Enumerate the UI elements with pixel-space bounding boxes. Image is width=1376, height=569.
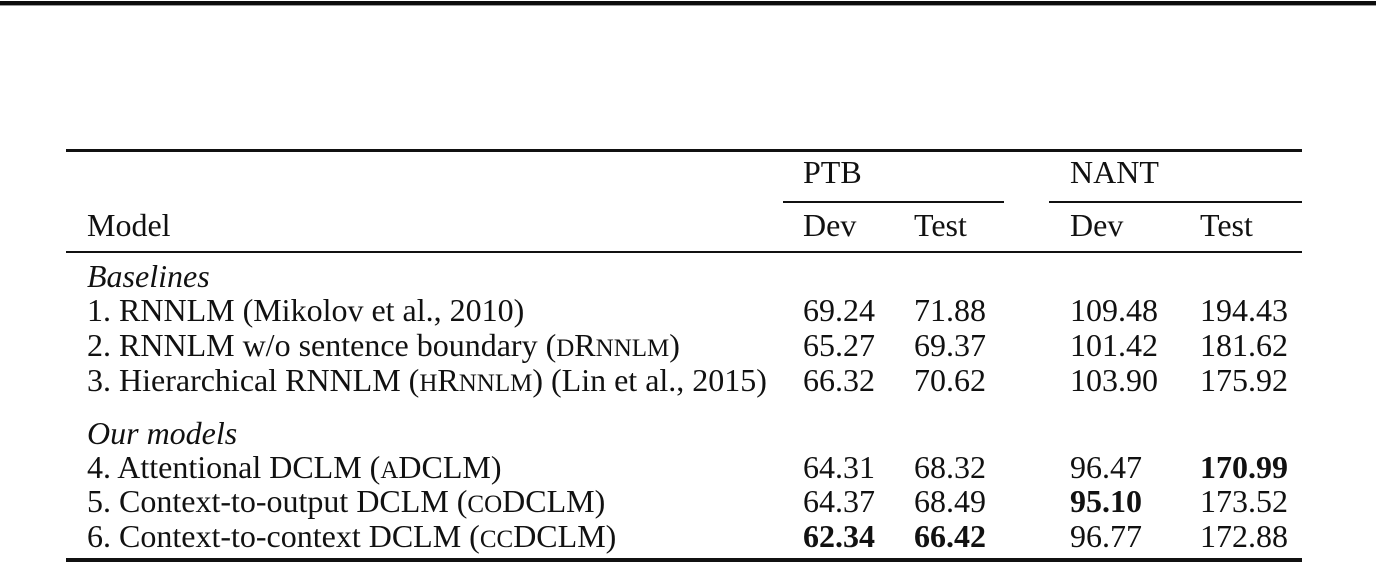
column-header-row: Model Dev Test Dev Test [0,209,1376,244]
page-top-border [0,1,1376,6]
ptb-dev-value: 69.24 [803,292,875,328]
nant-dev-value: 103.90 [1070,362,1158,398]
section-title: Our models [87,415,238,451]
section-header-our-models: Our models [0,417,1376,452]
model-label-mid: DCLM [502,483,595,519]
model-label: 6. Context-to-context DCLM ( [87,518,480,554]
nant-dev-value: 101.42 [1070,327,1158,363]
ptb-test-value: 68.49 [914,483,986,519]
table-row: 2. RNNLM w/o sentence boundary (DRNNLM) … [0,329,1376,364]
model-label-end: ) [669,327,680,363]
section-title: Baselines [87,258,210,294]
table-bottom-rule [66,558,1302,562]
group-label-ptb: PTB [803,154,862,190]
nant-test-value: 181.62 [1200,327,1288,363]
table-header-rule [66,251,1302,253]
ptb-dev-value: 64.37 [803,483,875,519]
column-group-header-row: PTB NANT [0,156,1376,191]
model-label-end: ) [594,483,606,519]
ptb-test-value: 71.88 [914,292,986,328]
ptb-test-value: 68.32 [914,449,986,485]
nant-dev-value-best: 95.10 [1070,483,1142,519]
model-label: 4. Attentional DCLM ( [87,449,381,485]
nant-test-value: 172.88 [1200,518,1288,554]
model-label-mid: R [437,362,459,398]
ptb-dev-value-best: 62.34 [803,518,875,554]
section-header-baselines: Baselines [0,260,1376,295]
model-smallcaps: A [380,457,399,484]
nant-test-value: 173.52 [1200,483,1288,519]
table-row: 3. Hierarchical RNNLM (HRNNLM) (Lin et a… [0,364,1376,399]
nant-group-underline [1049,201,1302,203]
model-smallcaps: NNLM [458,370,533,397]
nant-test-value-best: 170.99 [1200,449,1288,485]
model-label: 2. RNNLM w/o sentence boundary ( [87,327,557,363]
model-label-end: ) (Lin et al., 2015) [532,362,767,398]
ptb-test-value: 70.62 [914,362,986,398]
table-row: 1. RNNLM (Mikolov et al., 2010) 69.24 71… [0,294,1376,329]
model-cell: 1. RNNLM (Mikolov et al., 2010) [87,294,524,330]
header-ptb-dev: Dev [803,207,857,243]
model-smallcaps: NNLM [595,335,670,362]
model-cell: 6. Context-to-context DCLM (CCDCLM) [87,520,616,556]
model-smallcaps: H [419,370,438,397]
ptb-dev-value: 66.32 [803,362,875,398]
model-label: 5. Context-to-output DCLM ( [87,483,468,519]
group-label-nant: NANT [1070,154,1159,190]
ptb-test-value-best: 66.42 [914,518,986,554]
ptb-dev-value: 65.27 [803,327,875,363]
header-model: Model [87,207,171,243]
nant-dev-value: 96.77 [1070,518,1142,554]
ptb-dev-value: 64.31 [803,449,875,485]
model-label: 3. Hierarchical RNNLM ( [87,362,420,398]
model-label-mid: DCLM [398,449,491,485]
nant-test-value: 194.43 [1200,292,1288,328]
model-label-end: ) [490,449,502,485]
ptb-test-value: 69.37 [914,327,986,363]
header-nant-test: Test [1200,207,1253,243]
model-label-end: ) [605,518,617,554]
table-top-rule [66,149,1302,152]
model-cell: 5. Context-to-output DCLM (CODCLM) [87,485,605,521]
table-row: 4. Attentional DCLM (ADCLM) 64.31 68.32 … [0,451,1376,486]
model-smallcaps: CC [479,526,514,553]
model-label-mid: R [574,327,596,363]
model-cell: 4. Attentional DCLM (ADCLM) [87,451,501,487]
table-row: 6. Context-to-context DCLM (CCDCLM) 62.3… [0,520,1376,555]
model-label-mid: DCLM [513,518,606,554]
nant-dev-value: 109.48 [1070,292,1158,328]
header-nant-dev: Dev [1070,207,1124,243]
model-smallcaps: D [556,335,575,362]
nant-test-value: 175.92 [1200,362,1288,398]
model-label: 1. RNNLM (Mikolov et al., 2010) [87,292,525,328]
table-row: 5. Context-to-output DCLM (CODCLM) 64.37… [0,485,1376,520]
ptb-group-underline [783,201,1004,203]
model-smallcaps: CO [467,491,503,518]
model-cell: 3. Hierarchical RNNLM (HRNNLM) (Lin et a… [87,364,767,400]
header-ptb-test: Test [914,207,967,243]
model-cell: 2. RNNLM w/o sentence boundary (DRNNLM) [87,329,680,365]
nant-dev-value: 96.47 [1070,449,1142,485]
